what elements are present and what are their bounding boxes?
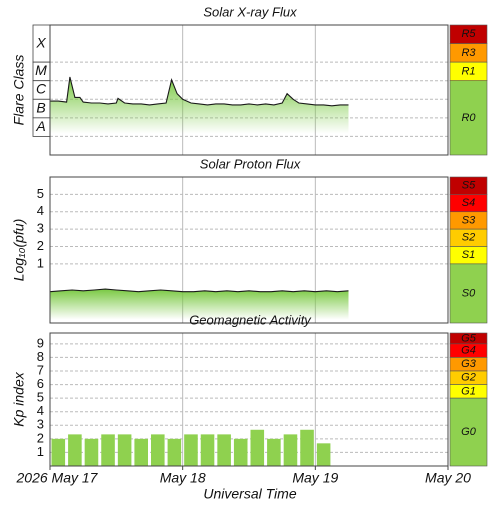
y-tick-label: 1 <box>37 444 44 459</box>
panel-title: Geomagnetic Activity <box>189 312 312 327</box>
bar <box>84 438 99 466</box>
y-tick-label: 8 <box>37 349 44 364</box>
plot-frame <box>49 332 449 467</box>
y-tick-label: 2 <box>37 238 44 253</box>
bar <box>184 434 198 466</box>
scale-label: R3 <box>461 47 476 59</box>
x-tick-label: May 19 <box>292 470 338 486</box>
plot-area <box>50 25 448 155</box>
scale-label: S1 <box>462 249 475 261</box>
plot-frame <box>49 24 449 156</box>
bar <box>233 438 248 466</box>
scale-label: S5 <box>462 180 476 192</box>
y-axis-label: Flare Class <box>11 55 27 126</box>
y-tick-label: 6 <box>37 376 44 391</box>
bar <box>217 434 231 466</box>
scale-band <box>449 397 488 467</box>
x-tick-label: 2026 May 17 <box>16 470 99 486</box>
bar <box>151 434 165 466</box>
bar <box>51 438 66 466</box>
bar <box>200 434 215 466</box>
scale-label: R1 <box>461 65 475 77</box>
bar <box>283 434 298 466</box>
y-tick-label: 3 <box>37 417 44 432</box>
y-axis-label: Kp index <box>11 371 27 426</box>
bar <box>101 434 115 466</box>
bar <box>134 438 148 466</box>
scale-label: G2 <box>461 372 476 384</box>
x-tick-label: May 18 <box>160 470 206 486</box>
y-tick-label: 5 <box>37 186 44 201</box>
bar <box>267 438 281 466</box>
plot-frame <box>49 176 449 324</box>
plot-area <box>50 333 448 466</box>
bar <box>300 429 314 466</box>
bar <box>117 434 132 466</box>
scale-label: S0 <box>462 287 476 299</box>
bar <box>250 429 265 466</box>
panel-title: Solar Proton Flux <box>200 156 301 171</box>
y-tick-label: M <box>35 62 47 78</box>
y-tick-label: 1 <box>37 255 44 270</box>
area <box>50 289 349 320</box>
scale-band <box>449 263 488 324</box>
scale-label: S2 <box>462 232 475 244</box>
x-axis-label: Universal Time <box>203 486 296 502</box>
y-tick-label: 2 <box>37 430 44 445</box>
scale-label: S4 <box>462 197 475 209</box>
line <box>50 76 349 107</box>
y-tick-label: C <box>36 81 47 97</box>
x-tick-label: May 20 <box>425 470 471 486</box>
y-tick-label: 3 <box>37 221 44 236</box>
bar <box>167 438 182 466</box>
y-axis-label: Log₁₀(pfu) <box>11 219 27 281</box>
scale-band <box>449 80 488 156</box>
scale-label: R0 <box>461 112 476 124</box>
y-tick-label: 7 <box>37 362 44 377</box>
scale-label: G1 <box>461 385 476 397</box>
y-tick-label: 4 <box>37 203 44 218</box>
bar <box>68 434 82 466</box>
line <box>49 288 349 293</box>
y-tick-label: 9 <box>37 335 44 350</box>
scale-label: G3 <box>461 358 477 370</box>
y-tick-label: B <box>36 99 45 115</box>
scale-label: G0 <box>461 426 477 438</box>
y-tick-label: A <box>35 118 45 134</box>
y-tick-label: X <box>35 34 46 50</box>
area <box>50 77 349 134</box>
scale-label: S3 <box>462 214 476 226</box>
scale-label: G5 <box>461 332 477 344</box>
y-tick-label: 5 <box>37 390 44 405</box>
panel-title: Solar X-ray Flux <box>203 4 297 19</box>
y-tick-label: 4 <box>37 403 44 418</box>
scale-label: R5 <box>461 28 476 40</box>
scale-label: G4 <box>461 345 476 357</box>
bar <box>316 443 331 466</box>
